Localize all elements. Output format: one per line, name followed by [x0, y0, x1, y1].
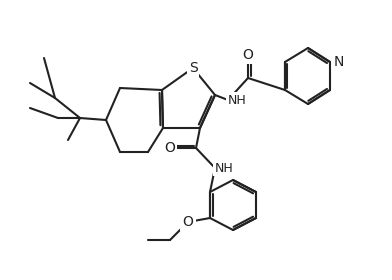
Text: NH: NH	[228, 94, 247, 106]
Text: O: O	[164, 141, 175, 155]
Text: S: S	[189, 61, 198, 75]
Text: O: O	[243, 48, 254, 62]
Text: NH: NH	[215, 162, 234, 174]
Text: O: O	[183, 215, 193, 229]
Text: N: N	[334, 55, 345, 69]
